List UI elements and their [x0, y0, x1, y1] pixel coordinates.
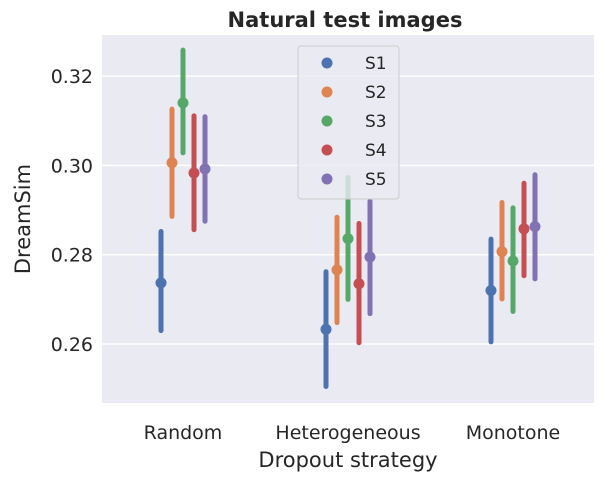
data-point	[507, 255, 519, 267]
legend-label: S4	[365, 141, 387, 161]
x-axis-label: Dropout strategy	[258, 448, 437, 472]
legend-marker	[321, 144, 333, 156]
x-tick-labels: Random Heterogeneous Monotone	[144, 422, 561, 444]
y-tick-label: 0.28	[51, 245, 93, 267]
data-point	[177, 97, 189, 109]
x-tick-label: Heterogeneous	[275, 422, 420, 444]
data-point	[342, 233, 354, 245]
legend-label: S5	[365, 170, 387, 190]
data-point	[166, 157, 178, 169]
y-tick-labels: 0.26 0.28 0.30 0.32	[51, 66, 93, 356]
data-point	[188, 167, 200, 179]
legend-marker	[321, 173, 333, 185]
series-layer	[155, 47, 541, 389]
data-point	[496, 246, 508, 258]
chart-title: Natural test images	[228, 8, 463, 32]
series-S1	[155, 229, 497, 389]
legend-marker	[321, 57, 333, 69]
data-point	[518, 223, 530, 235]
series-S4	[188, 113, 530, 346]
y-tick-label: 0.30	[51, 155, 93, 177]
data-point	[320, 323, 332, 335]
data-point	[331, 264, 343, 276]
series-S5	[199, 114, 541, 317]
legend: S1 S2 S3 S4 S5	[297, 45, 400, 200]
legend-label: S3	[365, 112, 387, 132]
data-point	[353, 278, 365, 290]
data-point	[199, 163, 211, 175]
data-point	[529, 221, 541, 233]
x-tick-label: Monotone	[466, 422, 561, 444]
legend-marker	[321, 86, 333, 98]
legend-label: S1	[365, 54, 387, 74]
legend-box	[297, 45, 400, 200]
legend-marker	[321, 115, 333, 127]
y-axis-label: DreamSim	[11, 164, 35, 274]
y-tick-label: 0.32	[51, 66, 93, 88]
legend-label: S2	[365, 83, 387, 103]
x-tick-label: Random	[144, 422, 223, 444]
data-point	[485, 284, 497, 296]
data-point	[155, 277, 167, 289]
series-S2	[166, 106, 508, 326]
y-tick-label: 0.26	[51, 334, 93, 356]
data-point	[364, 251, 376, 263]
